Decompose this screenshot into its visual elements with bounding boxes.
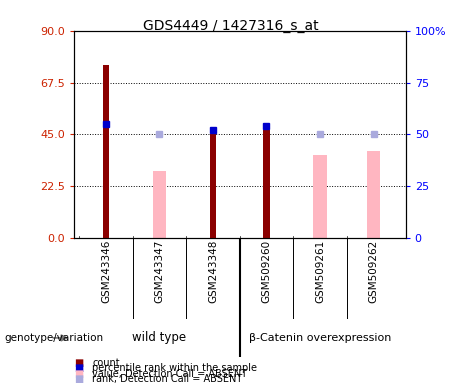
Bar [313, 155, 327, 238]
Text: GSM243346: GSM243346 [101, 240, 111, 303]
Bar [210, 134, 216, 238]
Text: GSM243348: GSM243348 [208, 240, 218, 303]
Text: ■: ■ [74, 369, 83, 379]
Text: β-Catenin overexpression: β-Catenin overexpression [249, 333, 391, 343]
Text: GSM509260: GSM509260 [261, 240, 272, 303]
Text: GSM509261: GSM509261 [315, 240, 325, 303]
Text: count: count [92, 358, 120, 368]
Bar [263, 130, 270, 238]
Bar [103, 65, 109, 238]
Text: rank, Detection Call = ABSENT: rank, Detection Call = ABSENT [92, 374, 242, 384]
Text: percentile rank within the sample: percentile rank within the sample [92, 363, 257, 373]
Text: value, Detection Call = ABSENT: value, Detection Call = ABSENT [92, 369, 247, 379]
Bar [367, 151, 380, 238]
Text: ■: ■ [74, 363, 83, 373]
Text: ■: ■ [74, 358, 83, 368]
Text: wild type: wild type [132, 331, 187, 344]
Text: GDS4449 / 1427316_s_at: GDS4449 / 1427316_s_at [143, 19, 318, 33]
Text: GSM509262: GSM509262 [368, 240, 378, 303]
Text: genotype/variation: genotype/variation [5, 333, 104, 343]
Bar [153, 171, 166, 238]
Text: ■: ■ [74, 374, 83, 384]
Text: GSM243347: GSM243347 [154, 240, 165, 303]
